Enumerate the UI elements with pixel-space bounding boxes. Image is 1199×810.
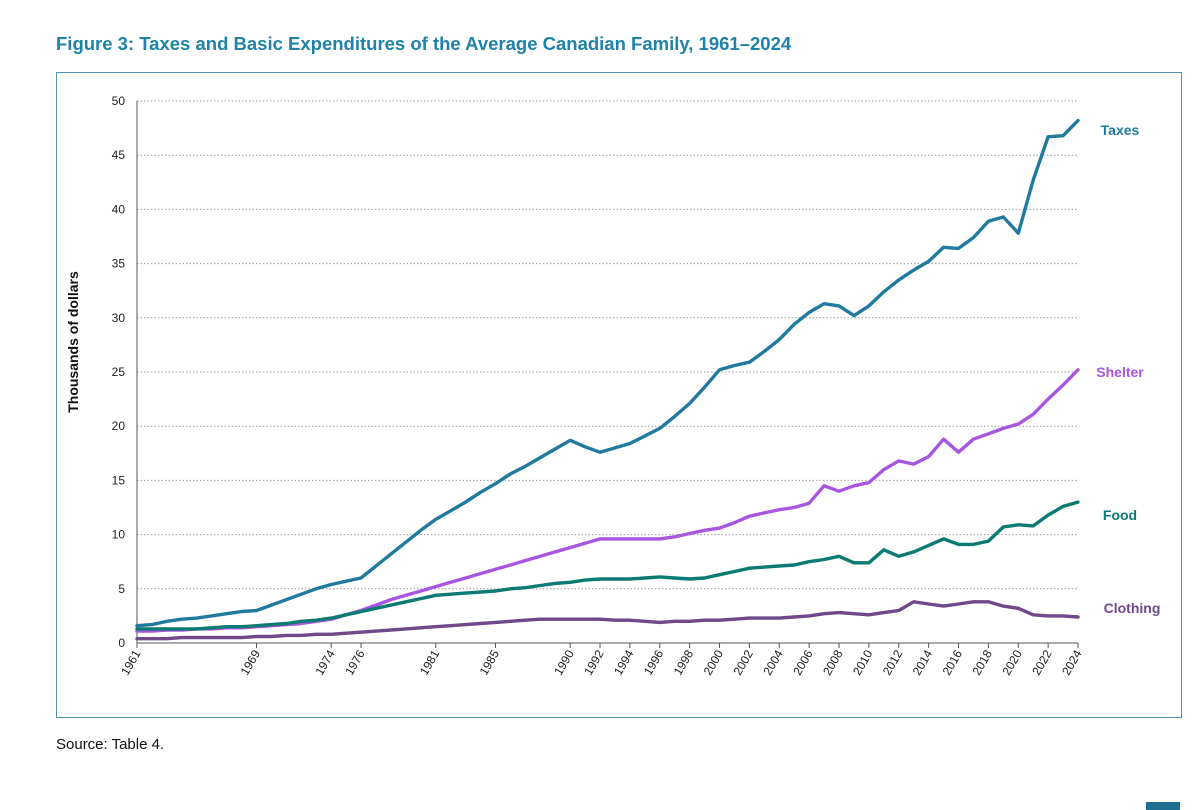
source-note: Source: Table 4. <box>56 736 165 753</box>
x-tick-label: 2008 <box>820 647 846 677</box>
line-chart: 0 5 10 15 20 25 30 35 40 45 50 1961 1969 1974 1976 198… <box>65 94 1160 678</box>
x-tick-label: 2024 <box>1059 647 1085 677</box>
series-labels: Taxes Shelter Food Clothing <box>1096 122 1160 616</box>
x-tick-label: 2012 <box>880 647 906 677</box>
series-label-clothing: Clothing <box>1104 600 1161 616</box>
y-tick-label: 30 <box>112 311 126 325</box>
y-tick-label: 5 <box>118 582 125 596</box>
x-tick-label: 1976 <box>342 647 368 677</box>
y-tick-label: 40 <box>112 202 126 216</box>
y-axis-label: Thousands of dollars <box>65 271 81 413</box>
x-tick-labels: 1961 1969 1974 1976 1981 1985 1990 1992 1994 1996… <box>118 643 1085 678</box>
y-tick-label: 15 <box>112 473 126 487</box>
x-tick-label: 1994 <box>611 647 637 677</box>
series-label-taxes: Taxes <box>1101 122 1140 138</box>
y-tick-label: 0 <box>118 636 125 650</box>
y-tick-label: 50 <box>112 94 126 108</box>
x-tick-label: 1985 <box>477 647 503 677</box>
series-lines <box>135 118 1080 641</box>
x-tick-label: 1981 <box>417 647 443 677</box>
x-tick-label: 2018 <box>970 647 996 677</box>
x-tick-label: 2010 <box>850 647 876 677</box>
y-tick-label: 25 <box>112 365 126 379</box>
x-tick-label: 2014 <box>910 647 936 677</box>
x-tick-label: 2000 <box>701 647 727 677</box>
x-tick-label: 1961 <box>118 647 144 677</box>
chart-frame: 0 5 10 15 20 25 30 35 40 45 50 1961 1969 1974 1976 198… <box>56 72 1182 718</box>
x-tick-label: 1969 <box>238 647 264 677</box>
x-tick-label: 2016 <box>940 647 966 677</box>
x-tick-label: 1990 <box>551 647 577 677</box>
series-label-shelter: Shelter <box>1096 364 1144 380</box>
y-tick-label: 20 <box>112 419 126 433</box>
x-tick-label: 1998 <box>671 647 697 677</box>
x-tick-label: 1992 <box>581 647 607 677</box>
y-tick-label: 35 <box>112 257 126 271</box>
figure-title: Figure 3: Taxes and Basic Expenditures o… <box>56 33 792 54</box>
y-tick-label: 10 <box>112 528 126 542</box>
x-tick-label: 1996 <box>641 647 667 677</box>
x-tick-label: 2006 <box>790 647 816 677</box>
x-tick-label: 2020 <box>999 647 1025 677</box>
x-tick-label: 2002 <box>731 647 757 677</box>
x-tick-label: 2004 <box>760 647 786 677</box>
series-line-shelter <box>135 368 1080 633</box>
series-line-food <box>135 500 1080 631</box>
x-tick-label: 2022 <box>1029 647 1055 677</box>
page-corner-tab <box>1146 802 1180 810</box>
series-line-taxes <box>135 118 1080 628</box>
x-tick-label: 1974 <box>312 647 338 677</box>
y-tick-labels: 0 5 10 15 20 25 30 35 40 45 50 <box>112 94 126 650</box>
y-tick-label: 45 <box>112 148 126 162</box>
series-line-clothing <box>135 600 1080 641</box>
series-label-food: Food <box>1103 507 1137 523</box>
grid-lines <box>136 100 1078 644</box>
